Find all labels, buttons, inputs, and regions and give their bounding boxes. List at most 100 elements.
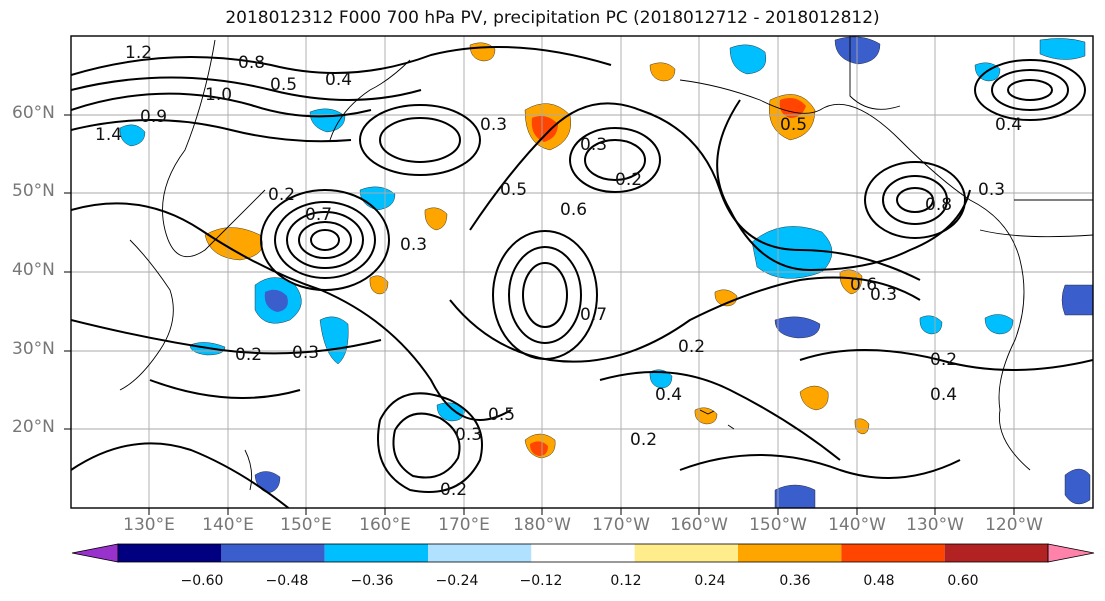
contour-label: 0.2 xyxy=(440,480,467,500)
lon-label-150w: 150°W xyxy=(749,515,807,535)
contour-label: 0.7 xyxy=(580,305,607,325)
lat-label-50n: 50°N xyxy=(12,181,55,201)
lat-label-30n: 30°N xyxy=(12,339,55,359)
precip-patch xyxy=(984,314,1014,335)
contour-label: 0.8 xyxy=(925,195,952,215)
lat-label-20n: 20°N xyxy=(12,417,55,437)
contour-label: 1.2 xyxy=(125,43,152,63)
colorbar-segment xyxy=(221,544,325,562)
precip-patch xyxy=(919,315,943,335)
contour-label: 0.4 xyxy=(325,70,352,90)
contour-label: 0.5 xyxy=(270,75,297,95)
contour-label: 0.3 xyxy=(400,235,427,255)
lon-label-170e: 170°E xyxy=(438,515,490,535)
colorbar-segment xyxy=(428,544,532,562)
precip-patch xyxy=(204,227,263,261)
precip-patch xyxy=(369,275,389,295)
contour-labels: 1.2 0.8 1.4 0.5 0.4 0.3 0.2 0.7 0.6 1.0 … xyxy=(95,43,1022,500)
precip-patch xyxy=(774,316,821,339)
precip-patch xyxy=(254,471,281,494)
contour-label: 0.6 xyxy=(560,200,587,220)
precip-patch xyxy=(694,407,718,425)
colorbar-segment xyxy=(118,544,222,562)
lon-label-160e: 160°E xyxy=(359,515,411,535)
contour-label: 0.2 xyxy=(630,430,657,450)
precip-patch xyxy=(424,207,448,231)
contour-label: 0.4 xyxy=(655,385,682,405)
contour-label: 0.5 xyxy=(780,115,807,135)
colorbar xyxy=(71,543,1095,563)
contour-label: 0.2 xyxy=(615,170,642,190)
lat-label-40n: 40°N xyxy=(12,260,55,280)
precip-patch xyxy=(319,316,349,365)
precip-patch xyxy=(264,289,288,312)
precip-patch xyxy=(469,42,496,62)
contour-label: 0.4 xyxy=(930,385,957,405)
contour-label: 0.7 xyxy=(305,205,332,225)
colorbar-label: 0.60 xyxy=(947,573,979,589)
precip-patch xyxy=(531,116,558,142)
colorbar-segment xyxy=(738,544,842,562)
precip-patch xyxy=(1064,468,1091,505)
lon-label-120w: 120°W xyxy=(985,515,1043,535)
precip-patch xyxy=(436,402,466,422)
contour-label: 0.8 xyxy=(238,53,265,73)
precip-patch xyxy=(1039,38,1086,60)
axis-ticks xyxy=(64,114,1015,515)
contour-label: 0.3 xyxy=(480,115,507,135)
colorbar-label: 0.12 xyxy=(610,573,642,589)
pv-contours xyxy=(71,46,1093,508)
precip-patch xyxy=(774,484,816,508)
contour-label: 0.6 xyxy=(850,275,877,295)
lon-label-140w: 140°W xyxy=(828,515,886,535)
lon-label-150e: 150°E xyxy=(280,515,332,535)
precip-patch xyxy=(751,226,833,279)
colorbar-segment xyxy=(531,544,635,562)
colorbar-label: −0.60 xyxy=(180,573,224,589)
precip-patch xyxy=(799,385,829,411)
contour-label: 0.2 xyxy=(678,337,705,357)
precip-patch xyxy=(834,36,881,65)
contour-label: 0.5 xyxy=(488,405,515,425)
contour-label: 0.5 xyxy=(500,180,527,200)
precip-patch xyxy=(530,441,548,456)
precip-patch xyxy=(359,186,396,211)
colorbar-extend-low xyxy=(71,543,119,563)
colorbar-segment xyxy=(634,544,738,562)
colorbar-label: 0.24 xyxy=(694,573,726,589)
contour-label: 0.2 xyxy=(268,185,295,205)
lon-label-160w: 160°W xyxy=(670,515,728,535)
colorbar-frame xyxy=(117,543,1049,563)
contour-label: 0.2 xyxy=(235,345,262,365)
colorbar-label: 0.48 xyxy=(863,573,895,589)
lon-label-130e: 130°E xyxy=(123,515,175,535)
contour-label: 1.4 xyxy=(95,125,122,145)
contour-label: 1.0 xyxy=(205,85,232,105)
colorbar-label: 0.36 xyxy=(779,573,811,589)
contour-label: 0.2 xyxy=(930,350,957,370)
precip-patch xyxy=(839,269,863,295)
contour-label: 0.3 xyxy=(978,180,1005,200)
colorbar-label: −0.12 xyxy=(519,573,563,589)
contour-label: 0.9 xyxy=(140,107,167,127)
contour-label: 0.4 xyxy=(995,115,1022,135)
precip-patch xyxy=(1061,284,1093,316)
colorbar-label: −0.24 xyxy=(435,573,479,589)
precip-patch xyxy=(729,44,767,75)
contour-label: 0.3 xyxy=(870,285,897,305)
lon-label-130w: 130°W xyxy=(906,515,964,535)
colorbar-segment xyxy=(841,544,945,562)
precip-patch xyxy=(649,62,676,82)
graticule xyxy=(71,36,1093,508)
colorbar-label: −0.36 xyxy=(350,573,394,589)
contour-label: 0.3 xyxy=(292,343,319,363)
map-title: 2018012312 F000 700 hPa PV, precipitatio… xyxy=(225,8,880,28)
lat-label-60n: 60°N xyxy=(12,103,55,123)
lon-label-170w: 170°W xyxy=(592,515,650,535)
precip-patch xyxy=(119,124,146,147)
precip-patch xyxy=(854,418,870,435)
coastlines xyxy=(119,36,1093,491)
colorbar-segment xyxy=(324,544,428,562)
lon-label-140e: 140°E xyxy=(202,515,254,535)
